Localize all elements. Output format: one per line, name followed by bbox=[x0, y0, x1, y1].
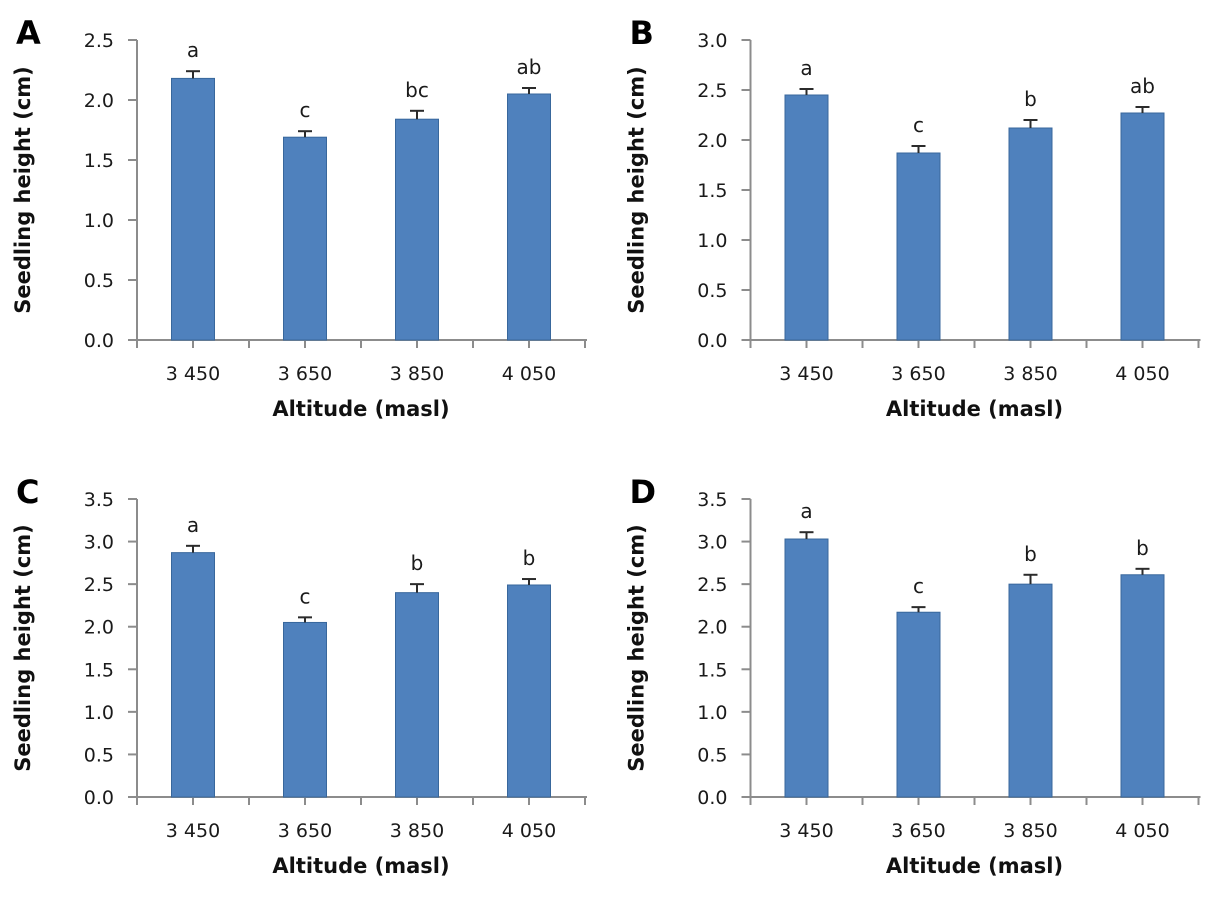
x-tick-label: 3 450 bbox=[166, 363, 220, 385]
panel-a: A Seedling height (cm) 0.0 0.5 1.0 1.5 2.0 2.5 a… bbox=[0, 0, 613, 451]
significance-letter: ab bbox=[517, 55, 542, 79]
x-axis-title: Altitude (masl) bbox=[886, 397, 1063, 421]
y-tick-label: 0.5 bbox=[697, 744, 727, 766]
y-tick-label: 0.0 bbox=[697, 330, 727, 352]
significance-letter: b bbox=[411, 551, 424, 575]
x-tick-label: 3 850 bbox=[390, 820, 444, 842]
bar bbox=[1008, 127, 1053, 341]
significance-letter: b bbox=[1024, 542, 1037, 566]
y-tick-label: 0.0 bbox=[84, 787, 114, 809]
bar bbox=[896, 611, 941, 798]
y-tick-label: 0.5 bbox=[84, 270, 114, 292]
significance-letter: bc bbox=[405, 78, 429, 102]
bar bbox=[1120, 574, 1165, 798]
significance-letter: b bbox=[1024, 87, 1037, 111]
panel-letter: C bbox=[16, 473, 39, 511]
y-axis-title: Seedling height (cm) bbox=[11, 524, 35, 772]
panel-d-chart: D Seedling height (cm) 0.0 0.5 1.0 1.5 2.0 2.5 3… bbox=[625, 473, 1201, 878]
y-tick-label: 1.0 bbox=[697, 702, 727, 724]
bar bbox=[1120, 112, 1165, 341]
bar bbox=[395, 592, 439, 798]
y-axis-title: Seedling height (cm) bbox=[625, 524, 649, 772]
x-tick-label: 3 850 bbox=[1003, 820, 1057, 842]
y-tick-label: 2.5 bbox=[84, 30, 114, 52]
x-tick-label: 4 050 bbox=[1115, 363, 1169, 385]
bar bbox=[784, 538, 829, 798]
y-tick-label: 2.5 bbox=[697, 80, 727, 102]
bar bbox=[171, 552, 215, 798]
x-tick-label: 3 650 bbox=[278, 820, 332, 842]
significance-letter: c bbox=[300, 584, 311, 608]
panel-a-chart: A Seedling height (cm) 0.0 0.5 1.0 1.5 2.0 2.5 a… bbox=[11, 14, 587, 421]
panel-b-chart: B Seedling height (cm) 0.0 0.5 1.0 1.5 2.0 2.5 3… bbox=[625, 14, 1201, 421]
significance-letter: c bbox=[300, 98, 311, 122]
bar bbox=[1008, 583, 1053, 798]
x-axis-title: Altitude (masl) bbox=[886, 854, 1063, 878]
panel-b: B Seedling height (cm) 0.0 0.5 1.0 1.5 2.0 2.5 3… bbox=[613, 0, 1227, 451]
x-tick-label: 4 050 bbox=[1115, 820, 1169, 842]
bar bbox=[507, 584, 551, 798]
y-tick-label: 2.0 bbox=[84, 90, 114, 112]
y-tick-label: 3.0 bbox=[697, 30, 727, 52]
y-tick-label: 0.0 bbox=[84, 330, 114, 352]
bar bbox=[395, 118, 439, 341]
bar bbox=[283, 621, 327, 798]
y-tick-label: 3.5 bbox=[697, 489, 727, 511]
x-axis-title: Altitude (masl) bbox=[272, 854, 449, 878]
y-tick-label: 0.0 bbox=[697, 787, 727, 809]
y-axis-title: Seedling height (cm) bbox=[11, 66, 35, 314]
x-tick-label: 3 850 bbox=[390, 363, 444, 385]
x-tick-label: 3 650 bbox=[278, 363, 332, 385]
panel-letter: D bbox=[630, 473, 657, 511]
y-axis-title: Seedling height (cm) bbox=[625, 66, 649, 314]
y-tick-label: 0.5 bbox=[697, 280, 727, 302]
y-tick-label: 2.0 bbox=[84, 617, 114, 639]
significance-letter: c bbox=[913, 113, 924, 137]
y-tick-label: 1.5 bbox=[84, 659, 114, 681]
significance-letter: a bbox=[800, 499, 812, 523]
bar bbox=[507, 93, 551, 341]
y-tick-label: 1.5 bbox=[697, 180, 727, 202]
x-tick-label: 4 050 bbox=[502, 820, 556, 842]
bar bbox=[784, 94, 829, 341]
panel-d: D Seedling height (cm) 0.0 0.5 1.0 1.5 2.0 2.5 3… bbox=[613, 451, 1227, 903]
panel-letter: A bbox=[16, 14, 41, 52]
significance-letter: ab bbox=[1130, 74, 1155, 98]
significance-letter: b bbox=[1136, 536, 1149, 560]
y-tick-label: 1.0 bbox=[84, 210, 114, 232]
y-tick-label: 2.0 bbox=[697, 617, 727, 639]
x-tick-label: 4 050 bbox=[502, 363, 556, 385]
panel-letter: B bbox=[630, 14, 654, 52]
panel-c: C Seedling height (cm) 0.0 0.5 1.0 1.5 2.0 2.5 3… bbox=[0, 451, 613, 903]
y-tick-label: 3.0 bbox=[697, 532, 727, 554]
y-tick-label: 1.5 bbox=[697, 659, 727, 681]
y-tick-label: 1.5 bbox=[84, 150, 114, 172]
y-tick-label: 2.0 bbox=[697, 130, 727, 152]
x-tick-label: 3 650 bbox=[891, 363, 945, 385]
y-tick-label: 1.0 bbox=[84, 702, 114, 724]
bar bbox=[171, 77, 215, 341]
significance-letter: a bbox=[187, 513, 199, 537]
bar bbox=[283, 136, 327, 341]
significance-letter: c bbox=[913, 574, 924, 598]
x-axis-title: Altitude (masl) bbox=[272, 397, 449, 421]
bar bbox=[896, 152, 941, 341]
y-tick-label: 2.5 bbox=[84, 574, 114, 596]
x-tick-label: 3 850 bbox=[1003, 363, 1057, 385]
y-tick-label: 3.5 bbox=[84, 489, 114, 511]
x-tick-label: 3 450 bbox=[779, 820, 833, 842]
y-tick-label: 3.0 bbox=[84, 532, 114, 554]
panel-c-chart: C Seedling height (cm) 0.0 0.5 1.0 1.5 2.0 2.5 3… bbox=[11, 473, 587, 878]
y-tick-label: 0.5 bbox=[84, 744, 114, 766]
significance-letter: b bbox=[523, 546, 536, 570]
x-tick-label: 3 450 bbox=[779, 363, 833, 385]
y-tick-label: 1.0 bbox=[697, 230, 727, 252]
x-tick-label: 3 650 bbox=[891, 820, 945, 842]
significance-letter: a bbox=[800, 56, 812, 80]
x-tick-label: 3 450 bbox=[166, 820, 220, 842]
significance-letter: a bbox=[187, 38, 199, 62]
y-tick-label: 2.5 bbox=[697, 574, 727, 596]
